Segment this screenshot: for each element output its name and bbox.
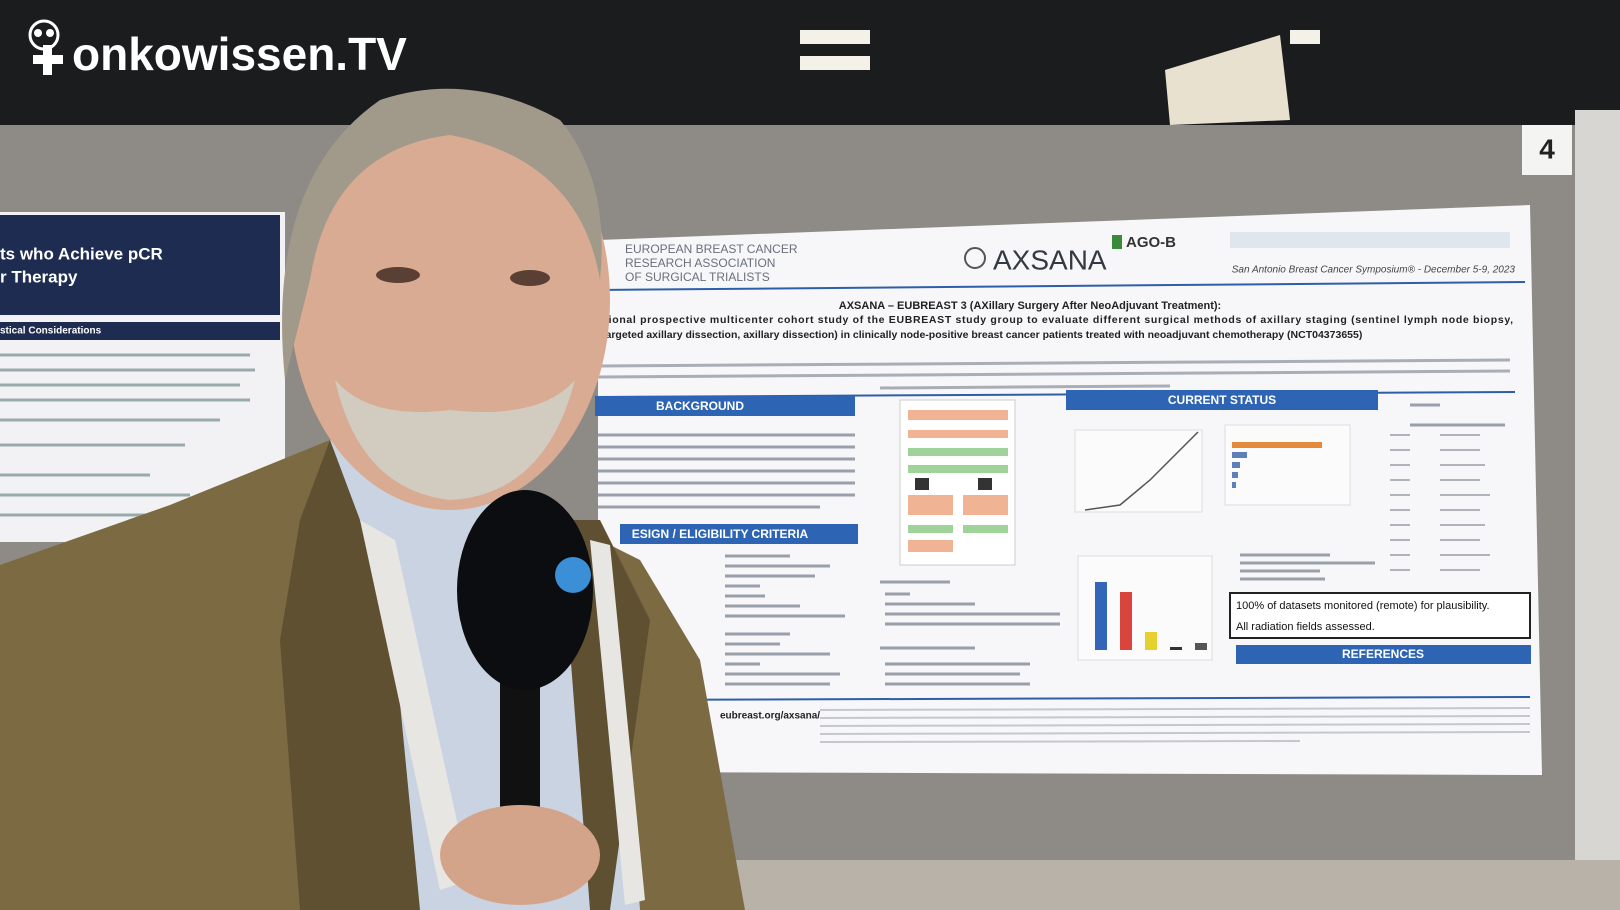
floor — [720, 860, 1620, 910]
section-bar — [620, 524, 858, 544]
meeting: San Antonio Breast Cancer Symposium® - D… — [1232, 265, 1516, 276]
poster-title: AXSANA – EUBREAST 3 (AXillary Surgery Af… — [839, 300, 1221, 312]
hand — [440, 805, 600, 905]
left-poster-title: ts who Achieve pCR — [0, 244, 163, 263]
highlight-text: 100% of datasets monitored (remote) for … — [1236, 600, 1490, 612]
section-title: BACKGROUND — [656, 399, 744, 413]
logo: onkowissen.TV — [72, 28, 407, 80]
society-name: EUROPEAN BREAST CANCER — [625, 242, 798, 256]
board-edge — [1575, 110, 1620, 910]
staging-bars — [1095, 582, 1207, 650]
author-list — [597, 358, 1511, 390]
partner-icon — [1112, 235, 1122, 249]
ceiling-light — [1290, 30, 1320, 44]
divider — [597, 281, 1526, 291]
partner-logos — [1230, 232, 1510, 248]
ceiling-light — [800, 30, 870, 44]
brand-icon — [964, 247, 986, 269]
society-name: RESEARCH ASSOCIATION — [625, 256, 775, 270]
brand: AXSANA — [993, 244, 1107, 275]
main-poster — [598, 205, 1542, 775]
divider — [597, 696, 1531, 701]
lanyard — [590, 540, 645, 905]
section-title: REFERENCES — [1342, 647, 1424, 661]
committee-list — [1390, 434, 1490, 571]
poster-subtitle: ational prospective multicenter cohort s… — [598, 314, 1513, 326]
logo-icon — [28, 19, 63, 75]
recruitment-chart — [1074, 429, 1203, 513]
eye — [510, 270, 550, 286]
highlight-text: All radiation fields assessed. — [1236, 621, 1375, 633]
flowchart-boxes — [908, 410, 1008, 552]
partner: AGO-B — [1126, 234, 1176, 251]
left-poster-text — [0, 353, 255, 517]
booth-number: 4 — [1539, 133, 1555, 164]
left-poster-title: r Therapy — [0, 267, 78, 286]
website: eubreast.org/axsana/ — [720, 711, 820, 722]
technique-bars — [1232, 442, 1322, 488]
section-bar — [1066, 390, 1378, 410]
hair — [282, 88, 602, 380]
society-name: OF SURGICAL TRIALISTS — [625, 270, 770, 284]
left-poster-header — [0, 215, 280, 315]
technique-chart — [1224, 424, 1351, 506]
section-title: CURRENT STATUS — [1168, 393, 1276, 407]
status-text — [1240, 403, 1505, 581]
recruitment-curve — [1084, 431, 1199, 511]
highlight-box — [1229, 592, 1531, 639]
microphone-logo — [555, 557, 591, 593]
left-section-title: stical Considerations — [0, 326, 102, 337]
ceiling-light — [800, 56, 870, 70]
section-title: ESIGN / ELIGIBILITY CRITERIA — [632, 527, 809, 541]
lapel — [280, 440, 420, 910]
background-text — [598, 433, 855, 509]
criteria-text — [725, 554, 1060, 686]
affiliations — [819, 707, 1531, 743]
section-bar — [595, 396, 855, 416]
box — [1165, 35, 1290, 125]
lanyard — [360, 520, 470, 890]
section-bar — [1236, 645, 1531, 664]
beard — [335, 380, 575, 500]
eye — [376, 267, 420, 283]
left-section-bar — [0, 322, 280, 340]
number-card — [1522, 125, 1572, 175]
microphone — [457, 490, 593, 690]
poster-subtitle: targeted axillary dissection, axillary d… — [602, 329, 1362, 341]
